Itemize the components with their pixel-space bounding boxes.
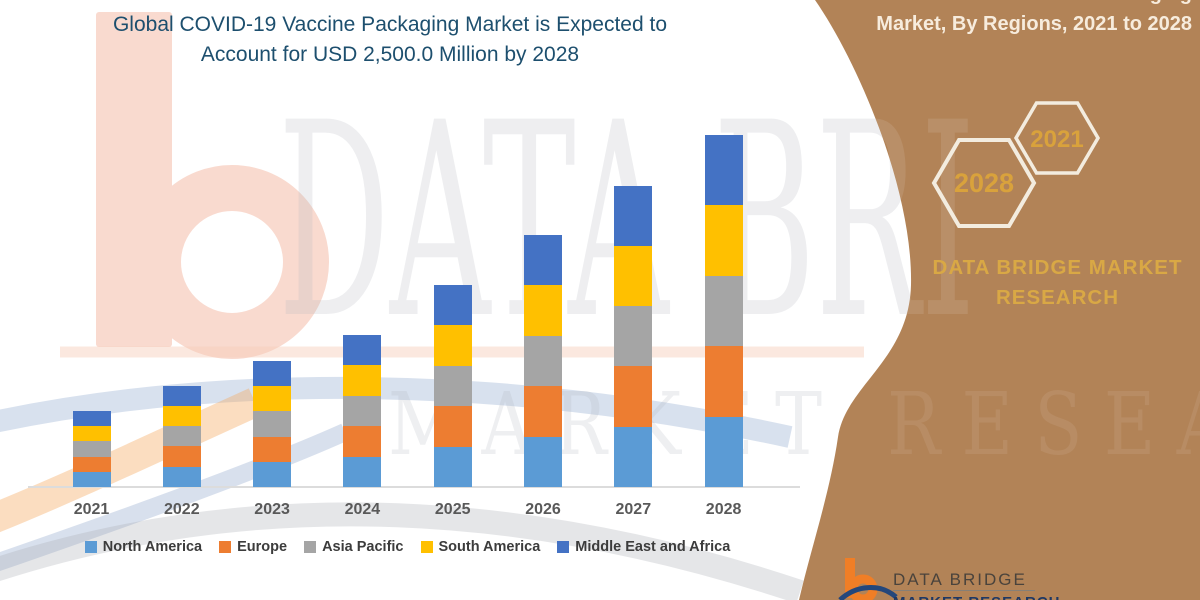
bar-segment-2023-north-america bbox=[253, 461, 292, 487]
bar-segment-2024-north-america bbox=[343, 456, 382, 487]
legend-swatch bbox=[304, 541, 317, 553]
footer-logo-name: DATA BRIDGE bbox=[893, 570, 1027, 589]
bar-segment-2022-asia-pacific bbox=[162, 426, 201, 447]
bar-segment-2026-europe bbox=[524, 386, 562, 437]
bar-segment-2022-south-america bbox=[162, 405, 201, 427]
x-axis-label-2023: 2023 bbox=[254, 501, 290, 518]
bar-segment-2022-middle-east-and-africa bbox=[162, 385, 201, 406]
bar-segment-2028-middle-east-and-africa bbox=[704, 135, 743, 206]
watermark-orange-swoosh bbox=[0, 388, 262, 533]
footer-logo-icon bbox=[838, 558, 898, 600]
watermark-blue-swoosh-lower bbox=[0, 423, 349, 572]
footer-b-stem bbox=[845, 558, 855, 598]
chart-title-line1: Global COVID-19 Vaccine Packaging Market… bbox=[112, 13, 668, 36]
bar-segment-2028-north-america bbox=[704, 416, 743, 487]
year-hexagons: 2028 2021 bbox=[931, 101, 1101, 228]
legend-item-middle-east-and-africa: Middle East and Africa bbox=[557, 539, 730, 555]
bar-segment-2025-south-america bbox=[433, 325, 472, 366]
legend-label: Europe bbox=[237, 539, 288, 555]
hexagon-2028-label: 2028 bbox=[954, 168, 1014, 198]
bar-segment-2028-south-america bbox=[704, 205, 743, 276]
legend-swatch bbox=[84, 541, 97, 553]
legend-label: North America bbox=[102, 539, 203, 555]
legend-item-north-america: North America bbox=[84, 539, 203, 555]
legend-label: Middle East and Africa bbox=[575, 539, 731, 555]
footer-logo-subname: MARKET RESEARCH bbox=[893, 594, 1061, 600]
bar-segment-2023-middle-east-and-africa bbox=[253, 360, 292, 387]
x-axis-label-2026: 2026 bbox=[525, 501, 561, 518]
chart-legend: North America Europe Asia Pacific South Ame… bbox=[20, 539, 795, 555]
bar-segment-2022-north-america bbox=[162, 466, 201, 487]
bar-segment-2024-south-america bbox=[343, 365, 382, 396]
bar-segment-2021-asia-pacific bbox=[72, 441, 111, 457]
x-axis-label-2028: 2028 bbox=[705, 501, 742, 518]
bar-segment-2026-south-america bbox=[524, 285, 562, 336]
footer-blue-swoosh bbox=[838, 585, 898, 600]
side-panel-shape bbox=[799, 0, 1200, 600]
chart-title-line2: Account for USD 2,500.0 Million by 2028 bbox=[200, 43, 580, 66]
bar-segment-2027-south-america bbox=[614, 245, 653, 307]
panel-header-cut-line: Global COVID-19 Vaccine Packaging bbox=[846, 0, 1192, 6]
bar-segment-2023-asia-pacific bbox=[253, 411, 292, 437]
watermark-gray-swoosh bbox=[0, 502, 804, 600]
panel-header: Market, By Regions, 2021 to 2028 bbox=[876, 13, 1192, 35]
bar-segment-2025-middle-east-and-africa bbox=[433, 284, 472, 326]
bar-segment-2027-europe bbox=[614, 366, 653, 427]
x-axis-label-2024: 2024 bbox=[344, 501, 381, 518]
bar-segment-2027-north-america bbox=[614, 426, 653, 487]
bar-segment-2023-south-america bbox=[253, 386, 292, 412]
bar-segment-2021-europe bbox=[72, 456, 111, 472]
bar-segment-2025-europe bbox=[433, 406, 472, 447]
x-axis-label-2021: 2021 bbox=[73, 501, 110, 518]
hexagon-2021 bbox=[1013, 101, 1101, 175]
legend-label: South America bbox=[438, 539, 541, 555]
legend-swatch bbox=[219, 541, 232, 553]
bar-segment-2025-north-america bbox=[433, 446, 472, 487]
bar-segment-2027-asia-pacific bbox=[614, 306, 653, 367]
bar-segment-2024-europe bbox=[343, 426, 382, 457]
bar-segment-2021-south-america bbox=[72, 426, 111, 442]
x-axis-label-2027: 2027 bbox=[615, 501, 652, 518]
bar-segment-2021-north-america bbox=[72, 471, 111, 487]
bar-segment-2025-asia-pacific bbox=[433, 365, 472, 407]
legend-item-south-america: South America bbox=[420, 539, 541, 555]
legend-item-europe: Europe bbox=[219, 539, 287, 555]
x-axis-label-2025: 2025 bbox=[434, 501, 471, 518]
bar-segment-2028-asia-pacific bbox=[704, 275, 743, 347]
bar-segment-2022-europe bbox=[162, 446, 201, 467]
legend-swatch bbox=[557, 541, 570, 553]
panel-brand-text: DATA BRIDGE MARKET RESEARCH bbox=[915, 253, 1200, 313]
bar-segment-2021-middle-east-and-africa bbox=[72, 410, 111, 427]
hexagon-2028 bbox=[931, 138, 1037, 228]
panel-brand-line2: RESEARCH bbox=[995, 286, 1120, 309]
x-axis-label-2022: 2022 bbox=[164, 501, 200, 518]
bar-segment-2028-europe bbox=[704, 346, 743, 417]
footer-logo-underline bbox=[893, 590, 1035, 591]
bar-segment-2024-middle-east-and-africa bbox=[343, 334, 382, 366]
legend-item-asia-pacific: Asia Pacific bbox=[304, 539, 404, 555]
bar-segment-2027-middle-east-and-africa bbox=[614, 185, 653, 246]
bar-segment-2024-asia-pacific bbox=[343, 395, 382, 427]
bar-segment-2026-asia-pacific bbox=[524, 335, 562, 387]
hexagon-2021-label: 2021 bbox=[1030, 126, 1083, 153]
legend-label: Asia Pacific bbox=[322, 539, 404, 555]
panel-brand-line1: DATA BRIDGE MARKET bbox=[932, 256, 1183, 279]
bar-segment-2023-europe bbox=[253, 436, 292, 462]
watermark-b-bowl bbox=[135, 165, 329, 359]
chart-title: Global COVID-19 Vaccine Packaging Market… bbox=[55, 10, 725, 70]
bar-segment-2026-middle-east-and-africa bbox=[524, 234, 562, 286]
x-axis-line bbox=[28, 486, 800, 488]
legend-swatch bbox=[420, 541, 433, 553]
bar-segment-2026-north-america bbox=[524, 436, 562, 487]
